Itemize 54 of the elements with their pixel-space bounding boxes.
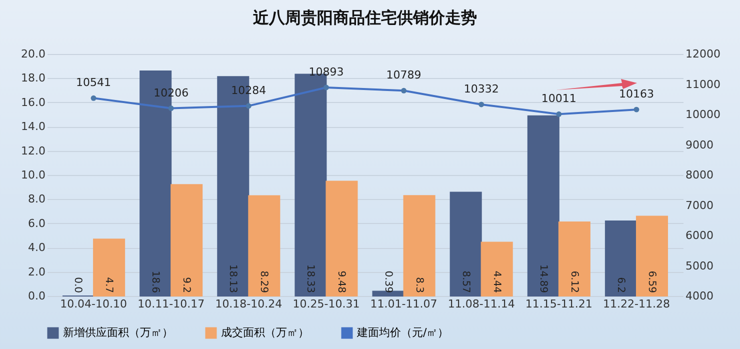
y-tick-label: 16.0	[21, 96, 46, 109]
y2-tick-label: 8000	[686, 168, 714, 182]
data-label: 6.59	[646, 270, 657, 293]
data-label: 6.2	[614, 277, 626, 293]
data-label: 10332	[464, 82, 499, 96]
x-tick-label: 11.01-11.07	[370, 298, 438, 310]
y-tick-label: 20.0	[21, 48, 46, 60]
data-label: 0.39	[382, 270, 394, 293]
data-label: 8.57	[460, 270, 471, 293]
data-label: 10011	[541, 92, 576, 106]
data-label: 10163	[618, 88, 654, 101]
y2-tick-label: 9000	[686, 138, 714, 152]
data-label: 14.89	[537, 264, 548, 293]
data-label: 9.48	[336, 270, 347, 293]
data-label: 10893	[308, 65, 344, 78]
y-tick-label: 14.0	[21, 120, 46, 134]
y2-tick-label: 6000	[686, 229, 714, 242]
data-label: 4.44	[490, 270, 502, 293]
y-tick-label: 10.0	[21, 168, 46, 182]
legend-label: 成交面积（万㎡）	[221, 326, 309, 339]
y2-tick-label: 7000	[686, 198, 714, 212]
y-tick-label: 6.0	[28, 216, 46, 230]
y-tick-label: 8.0	[28, 192, 46, 206]
y2-tick-label: 5000	[686, 259, 714, 272]
y2-tick-label: 4000	[686, 290, 714, 302]
y-tick-label: 18.0	[21, 72, 46, 85]
legend-label: 建面均价（元/㎡）	[356, 326, 449, 339]
chart-title: 近八周贵阳商品住宅供销价走势	[252, 8, 477, 27]
y-tick-label: 12.0	[21, 144, 46, 158]
data-label: 8.3	[413, 277, 424, 293]
data-label: 8.29	[258, 270, 270, 293]
y-tick-label: 2.0	[28, 265, 46, 278]
x-tick-label: 11.22-11.28	[602, 298, 670, 310]
x-tick-label: 10.25-10.31	[292, 298, 360, 310]
data-label: 0.0	[72, 277, 84, 293]
y2-tick-label: 10000	[686, 108, 720, 121]
y2-tick-label: 12000	[686, 48, 720, 60]
data-label: 18.13	[227, 264, 238, 293]
data-label: 10789	[386, 68, 422, 82]
y-tick-label: 4.0	[28, 241, 46, 254]
data-label: 9.2	[180, 277, 192, 293]
x-tick-label: 11.15-11.21	[525, 298, 592, 310]
x-tick-label: 10.11-10.17	[138, 298, 205, 310]
data-label: 18.33	[304, 264, 316, 293]
y2-tick-label: 11000	[686, 78, 720, 91]
x-tick-label: 10.18-10.24	[215, 298, 282, 310]
data-label: 18.6	[150, 270, 161, 293]
data-label: 6.12	[568, 270, 580, 293]
data-label: 4.7	[103, 277, 114, 293]
x-tick-label: 10.04-10.10	[60, 298, 128, 310]
x-tick-label: 11.08-11.14	[448, 298, 515, 310]
y-tick-label: 0.0	[28, 290, 46, 302]
data-label: 10541	[76, 76, 112, 90]
legend-label: 新增供应面积（万㎡）	[63, 326, 173, 339]
